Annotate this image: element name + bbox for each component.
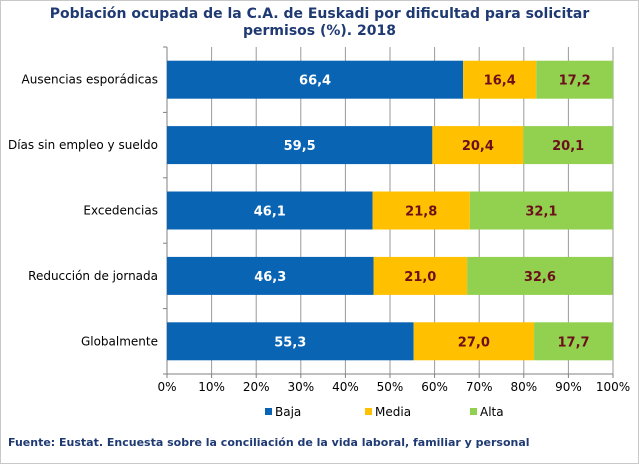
data-label-alta-3: 32,6 [524, 270, 556, 285]
legend-swatch-baja [265, 408, 272, 415]
data-label-media-0: 16,4 [484, 74, 516, 89]
legend-label-baja: Baja [275, 405, 301, 419]
bar-alta-0 [536, 60, 613, 99]
bar-alta-3 [467, 256, 613, 295]
bar-baja-0 [167, 60, 464, 99]
category-label-0: Ausencias esporádicas [22, 73, 158, 87]
data-label-baja-3: 46,3 [254, 270, 286, 285]
x-tick-label-70: 70% [466, 380, 493, 394]
category-label-1: Días sin empleo y sueldo [8, 138, 158, 152]
bar-baja-1 [167, 126, 433, 165]
chart-title: Población ocupada de la C.A. de Euskadi … [0, 6, 639, 40]
data-label-alta-0: 17,2 [559, 74, 591, 89]
x-tick-label-100: 100% [596, 380, 630, 394]
bar-media-0 [463, 60, 537, 99]
category-label-3: Reducción de jornada [28, 269, 158, 283]
x-tick-label-80: 80% [510, 380, 537, 394]
data-label-baja-1: 59,5 [284, 139, 316, 154]
legend-swatch-media [365, 408, 372, 415]
bar-alta-1 [523, 126, 613, 165]
bar-baja-3 [167, 256, 374, 295]
legend-label-alta: Alta [480, 405, 504, 419]
data-label-baja-0: 66,4 [299, 74, 331, 89]
bar-media-3 [373, 256, 468, 295]
legend-swatch-alta [470, 408, 477, 415]
data-label-media-3: 21,0 [404, 270, 436, 285]
bar-alta-2 [469, 191, 613, 230]
data-label-alta-2: 32,1 [525, 205, 557, 220]
bar-media-1 [432, 126, 524, 165]
bar-alta-4 [534, 322, 613, 361]
data-label-alta-1: 20,1 [552, 139, 584, 154]
data-label-media-4: 27,0 [458, 335, 490, 350]
x-tick-label-10: 10% [198, 380, 225, 394]
data-label-baja-4: 55,3 [274, 335, 306, 350]
bar-media-4 [413, 322, 535, 361]
data-label-alta-4: 17,7 [557, 335, 589, 350]
x-tick-label-40: 40% [332, 380, 359, 394]
data-label-media-1: 20,4 [462, 139, 494, 154]
bar-baja-2 [167, 191, 373, 230]
x-tick-label-0: 0% [157, 380, 176, 394]
x-tick-label-50: 50% [377, 380, 404, 394]
category-label-2: Excedencias [83, 204, 158, 218]
x-tick-label-20: 20% [243, 380, 270, 394]
category-label-4: Globalmente [81, 334, 158, 348]
data-label-baja-2: 46,1 [254, 205, 286, 220]
chart-title-line-2: permisos (%). 2018 [243, 23, 396, 39]
x-tick-label-30: 30% [287, 380, 314, 394]
bar-media-2 [372, 191, 470, 230]
chart-title-line-1: Población ocupada de la C.A. de Euskadi … [49, 6, 590, 22]
legend-label-media: Media [375, 405, 411, 419]
bar-baja-4 [167, 322, 414, 361]
data-label-media-2: 21,8 [405, 205, 437, 220]
source-footer: Fuente: Eustat. Encuesta sobre la concil… [8, 436, 530, 449]
x-tick-label-90: 90% [555, 380, 582, 394]
x-tick-label-60: 60% [421, 380, 448, 394]
